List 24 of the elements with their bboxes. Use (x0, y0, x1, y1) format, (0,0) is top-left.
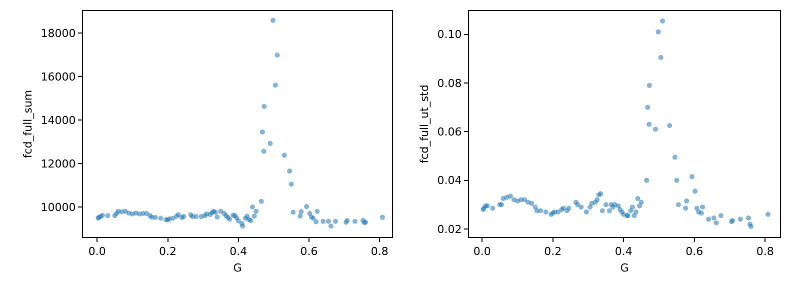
y-tick-label: 0.04 (437, 174, 462, 188)
y-axis-title: fcd_full_ut_std (418, 84, 431, 164)
x-tick-label: 0.6 (686, 245, 704, 258)
x-tick-label: 0.2 (159, 245, 176, 258)
y-tick-label: 16000 (40, 70, 76, 84)
x-tick-label: 0.0 (473, 245, 491, 258)
y-tick-label: 0.10 (437, 28, 462, 42)
x-axis-title: G (233, 261, 242, 274)
x-tick-label: 0.8 (756, 245, 774, 258)
y-tick-label: 12000 (40, 157, 76, 170)
x-tick-label: 0.2 (544, 245, 562, 258)
y-axis-title: fcd_full_sum (21, 90, 34, 158)
x-tick-label: 0.4 (230, 245, 248, 258)
x-axis-title: G (620, 261, 629, 274)
y-tick-label: 0.02 (437, 222, 462, 236)
y-tick-label: 14000 (40, 114, 76, 127)
y-tick-label: 10000 (40, 200, 76, 214)
x-tick-label: 0.0 (88, 245, 106, 258)
y-tick-label: 0.06 (437, 126, 462, 139)
x-tick-label: 0.6 (300, 245, 318, 258)
y-tick-label: 18000 (40, 26, 76, 40)
x-tick-label: 0.8 (370, 245, 388, 258)
y-tick-label: 0.08 (437, 76, 462, 90)
x-tick-label: 0.4 (614, 245, 632, 258)
